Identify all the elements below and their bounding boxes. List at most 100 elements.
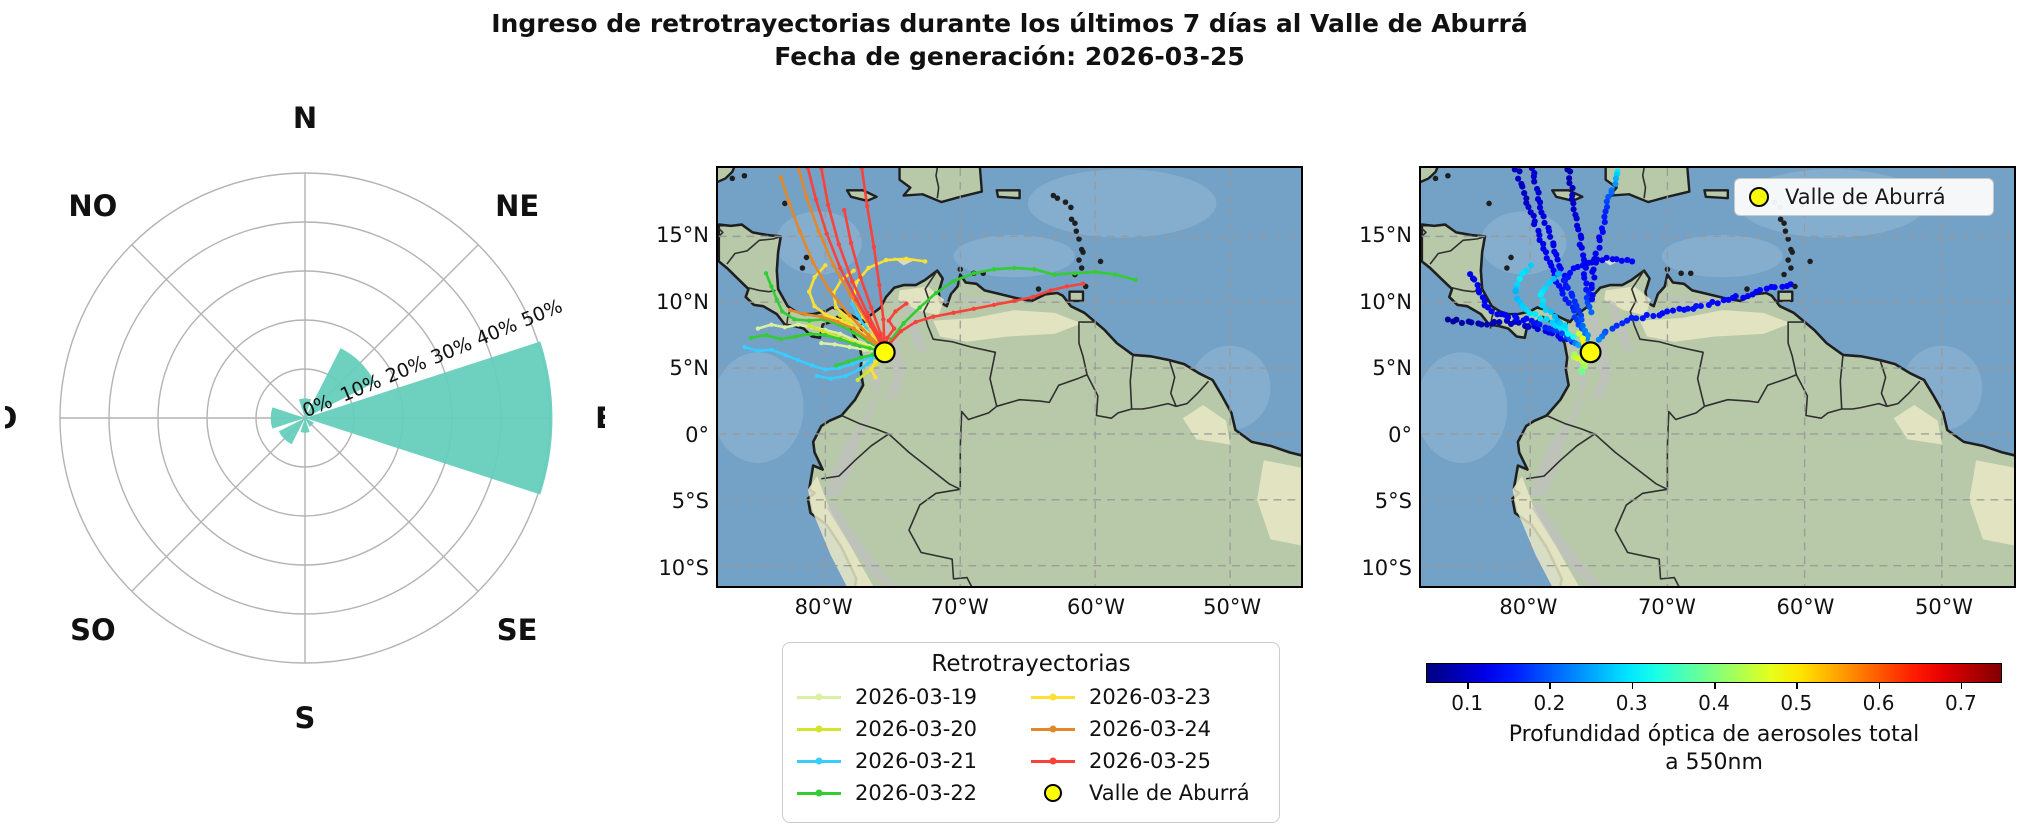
aod-point [1478, 321, 1485, 328]
legend-item-2026-03-24: 2026-03-24 [1031, 713, 1265, 745]
country-border [1546, 414, 1595, 435]
y-tick-label: 0° [1388, 422, 1412, 447]
trajectory-point [782, 325, 788, 330]
aod-point [1618, 257, 1625, 264]
trajectory-point [854, 297, 859, 302]
aod-point [1763, 285, 1770, 292]
y-tick-label: 5°S [1374, 489, 1412, 514]
trajectory-point [951, 278, 956, 284]
island [1703, 189, 1729, 200]
figure-title-line2: Fecha de generación: 2026-03-25 [774, 41, 1245, 71]
small-island-dot [799, 265, 806, 271]
small-island-dot [1068, 204, 1074, 211]
country-border [1429, 235, 1487, 265]
legend-line-sample [797, 789, 841, 797]
aod-point [1521, 190, 1528, 197]
aod-point [1540, 240, 1547, 248]
legend-item-label: 2026-03-22 [855, 781, 978, 805]
rose-ring-label: 50% [518, 295, 565, 331]
trajectory-point [808, 331, 813, 337]
aod-point [1488, 308, 1495, 315]
small-island-dot [1080, 249, 1086, 255]
legend-item-label: 2026-03-23 [1089, 685, 1212, 709]
aod-point [1570, 333, 1577, 340]
legend-line-sample [1031, 725, 1075, 733]
trajectory-point [812, 304, 817, 309]
trajectory-point [891, 326, 897, 331]
trajectory-point [769, 284, 774, 289]
aod-point [1586, 303, 1593, 310]
y-tick-label: 15°N [656, 223, 709, 248]
x-tick-label: 80°W [1499, 595, 1558, 619]
shallow-water-patch [718, 352, 804, 463]
rose-direction-label-N: N [293, 101, 317, 135]
trajectory-point [1012, 298, 1017, 304]
small-island-dot [1782, 228, 1789, 234]
aod-point [1639, 315, 1646, 322]
trajectory-point [862, 347, 867, 352]
trajectory-point [806, 318, 812, 323]
aod-point [1515, 175, 1522, 182]
shallow-water-patch [1661, 235, 1783, 278]
aod-point [1536, 199, 1544, 206]
trajectory-point [1133, 277, 1138, 283]
small-island-dot [1744, 286, 1750, 292]
colorbar-tick-label: 0.4 [1698, 691, 1730, 715]
small-island-dot [1076, 236, 1082, 242]
y-tick-label: 10°S [658, 555, 709, 580]
y-tick-label: 10°N [1359, 289, 1412, 314]
trajectory-point [769, 347, 774, 352]
trajectory-point [846, 359, 851, 364]
aod-point [1579, 322, 1586, 329]
aod-point [1705, 301, 1712, 309]
legend-line-sample [1031, 693, 1075, 701]
aod-point [1558, 330, 1565, 337]
trajectory-point [838, 313, 843, 318]
island [1777, 290, 1794, 303]
aod-point [1570, 206, 1577, 213]
aod-point [1481, 298, 1488, 305]
aod-point [1531, 221, 1538, 228]
trajectory-point [1048, 288, 1053, 293]
aod-point [1591, 274, 1598, 281]
aod-point [1599, 228, 1606, 236]
country-border [1594, 433, 1668, 491]
legend-item-2026-03-22: 2026-03-22 [797, 777, 1031, 809]
aod-point [1749, 291, 1756, 298]
legend-item-2026-03-19: 2026-03-19 [797, 681, 1031, 713]
country-border [1168, 359, 1177, 407]
aod-point [1534, 326, 1541, 333]
lowland-terrain-patch [1969, 460, 2014, 546]
trajectory-point [835, 319, 840, 325]
aod-point [1609, 325, 1616, 332]
aod-colorbar-label: Profundidad óptica de aerosoles total a … [1426, 721, 2002, 776]
andes-mountains [1608, 299, 1634, 353]
colorbar-tick [1796, 683, 1798, 689]
trajectory-point [1092, 269, 1098, 275]
aod-point [1592, 250, 1599, 257]
aod-point [1588, 284, 1595, 292]
aod-point [1783, 282, 1791, 290]
aod-point [1561, 322, 1569, 329]
aod-point [1483, 321, 1491, 328]
aod-point [1516, 275, 1523, 282]
trajectory-point [904, 256, 909, 261]
aod-point [1744, 292, 1751, 300]
trajectory-point [816, 228, 821, 234]
trajectory-2026-03-22 [749, 332, 886, 354]
country-border [1129, 354, 1134, 410]
trajectory-point [812, 275, 817, 280]
trajectory-point [811, 260, 816, 265]
country-border [841, 414, 890, 435]
trajectory-point [833, 305, 839, 310]
x-tick-label: 80°W [794, 595, 853, 619]
aod-point [1779, 283, 1786, 290]
trajectory-point [809, 363, 815, 368]
andes-mountains [952, 293, 1020, 304]
lowland-terrain-patch [933, 310, 1082, 342]
y-tick-label: 5°S [671, 489, 709, 514]
trajectory-point [820, 329, 825, 334]
x-tick-label: 50°W [1914, 595, 1973, 619]
aod-point [1569, 184, 1576, 192]
colorbar-tick [1631, 683, 1634, 689]
